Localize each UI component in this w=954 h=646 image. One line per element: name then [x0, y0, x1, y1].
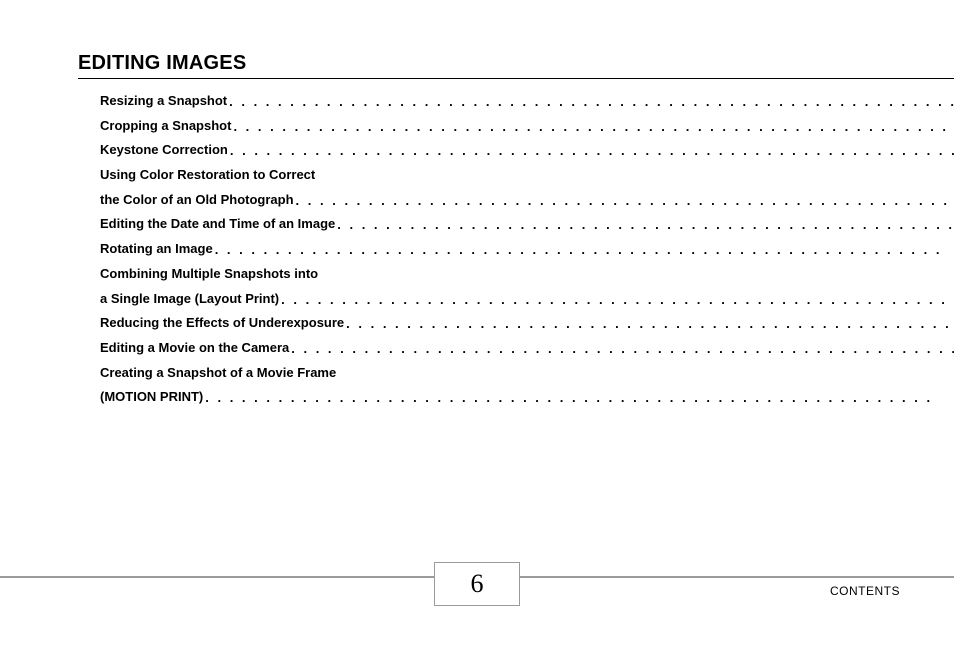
toc-entry: (MOTION PRINT)182 [100, 385, 954, 410]
toc-entry-label: a Single Image (Layout Print) [100, 287, 279, 312]
toc-dots [281, 288, 954, 313]
page-number-box: 6 [434, 562, 520, 606]
toc-dots [215, 238, 954, 263]
toc-entry: Editing a Movie on the Camera179 [100, 336, 954, 361]
toc-entry-label: Keystone Correction [100, 138, 228, 163]
toc-entry-continuation: Combining Multiple Snapshots into [100, 262, 954, 287]
toc-dots [296, 189, 954, 214]
toc-entry: Reducing the Effects of Underexposure178 [100, 311, 954, 336]
toc-entry: Keystone Correction171 [100, 138, 954, 163]
toc-entry-label: Rotating an Image [100, 237, 213, 262]
toc-dots [337, 213, 954, 238]
toc-entry: Editing the Date and Time of an Image174 [100, 212, 954, 237]
columns: EDITING IMAGES169Resizing a Snapshot169C… [54, 52, 900, 532]
section-header: EDITING IMAGES169 [78, 52, 954, 79]
toc-entry-label: Cropping a Snapshot [100, 114, 231, 139]
toc-entry-label: Reducing the Effects of Underexposure [100, 311, 344, 336]
toc-entry-label: the Color of an Old Photograph [100, 188, 294, 213]
toc-dots [291, 337, 954, 362]
page-number: 6 [471, 569, 484, 599]
toc-entry: a Single Image (Layout Print)176 [100, 287, 954, 312]
toc-entry: Cropping a Snapshot170 [100, 114, 954, 139]
toc-entry-continuation: Creating a Snapshot of a Movie Frame [100, 361, 954, 386]
toc-entry-label: Editing the Date and Time of an Image [100, 212, 335, 237]
toc-dots [233, 115, 954, 140]
section-entries: Resizing a Snapshot169Cropping a Snapsho… [78, 89, 954, 410]
toc-entry: the Color of an Old Photograph172 [100, 188, 954, 213]
toc-dots [230, 139, 954, 164]
toc-entry: Rotating an Image175 [100, 237, 954, 262]
toc-entry-label: Resizing a Snapshot [100, 89, 227, 114]
section-title: EDITING IMAGES [78, 52, 246, 75]
left-column: EDITING IMAGES169Resizing a Snapshot169C… [54, 52, 954, 532]
toc-entry-label: (MOTION PRINT) [100, 385, 203, 410]
toc-dots [229, 90, 954, 115]
toc-dots [205, 386, 954, 411]
toc-entry-continuation: Using Color Restoration to Correct [100, 163, 954, 188]
footer-label: CONTENTS [830, 584, 900, 598]
toc-entry: Resizing a Snapshot169 [100, 89, 954, 114]
toc-entry-label: Editing a Movie on the Camera [100, 336, 289, 361]
toc-dots [346, 312, 954, 337]
page: EDITING IMAGES169Resizing a Snapshot169C… [0, 0, 954, 646]
